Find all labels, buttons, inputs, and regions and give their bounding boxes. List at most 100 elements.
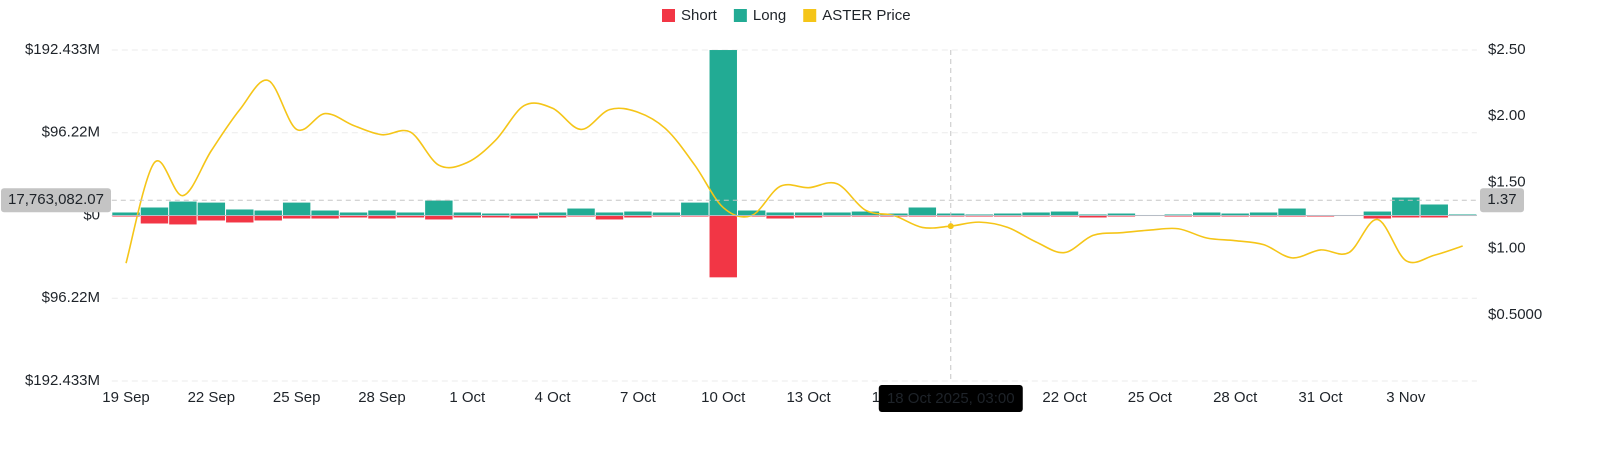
x-tick-label: 28 Sep	[358, 389, 406, 406]
crosshair-x-box	[878, 385, 1023, 412]
bar	[1193, 215, 1221, 217]
y2-tick-label: $0.5000	[1488, 306, 1542, 323]
bar	[1420, 215, 1448, 218]
legend-label: ASTER Price	[822, 7, 910, 24]
bar	[1164, 215, 1193, 217]
bar	[1249, 212, 1278, 216]
x-tick-label: 10 Oct	[701, 389, 746, 406]
bar	[282, 215, 311, 219]
bar	[482, 213, 510, 216]
bar	[425, 200, 453, 216]
y2-tick-label: $2.50	[1488, 41, 1526, 58]
bar	[1392, 197, 1420, 216]
bar	[538, 212, 567, 216]
bar	[169, 201, 197, 216]
bar	[339, 212, 368, 216]
legend-swatch	[803, 9, 817, 22]
bar	[567, 215, 595, 217]
bar	[140, 215, 169, 224]
x-tick-label: 13 Oct	[786, 389, 831, 406]
x-tick-label: 31 Oct	[1298, 389, 1343, 406]
x-tick-label: 1 Oct	[449, 389, 486, 406]
bar	[766, 212, 794, 216]
bar	[226, 209, 254, 216]
bar	[1193, 212, 1221, 216]
bar	[339, 215, 368, 218]
x-tick-label: 25 Oct	[1128, 389, 1173, 406]
bar	[993, 215, 1022, 217]
x-tick-label: 7 Oct	[620, 389, 657, 406]
bar	[908, 215, 937, 217]
bar	[1022, 215, 1050, 217]
bar	[396, 212, 425, 216]
bar	[1392, 215, 1420, 218]
bar	[1249, 215, 1278, 217]
bar	[1164, 214, 1193, 216]
bar	[709, 50, 737, 216]
legend-swatch	[733, 9, 747, 22]
crosshair-y-box	[1, 188, 111, 213]
price-line	[125, 79, 1463, 264]
y2-tick-label: $2.00	[1488, 107, 1526, 124]
y-tick-label: $96.22M	[42, 124, 100, 141]
bar	[1079, 214, 1107, 216]
y-tick-label: $192.433M	[25, 372, 100, 389]
y-tick-label: $192.433M	[25, 41, 100, 58]
bar	[652, 215, 681, 217]
bar	[595, 215, 624, 220]
bar	[1363, 215, 1392, 219]
bar	[482, 215, 510, 218]
x-tick-label: 3 Nov	[1386, 389, 1426, 406]
bar	[1221, 213, 1249, 216]
bar	[510, 215, 538, 219]
bar	[1022, 212, 1050, 216]
bar	[226, 215, 254, 223]
bar	[1107, 215, 1136, 217]
bar	[681, 215, 709, 217]
bar	[368, 215, 396, 219]
legend: Short Long ASTER Price	[662, 7, 911, 24]
bar	[1306, 215, 1335, 217]
x-tick-label: 4 Oct	[535, 389, 572, 406]
bar	[993, 213, 1022, 216]
bar	[1079, 215, 1107, 218]
x-tick-label: 22 Sep	[188, 389, 236, 406]
y-tick-label: $96.22M	[42, 289, 100, 306]
bar	[197, 202, 226, 216]
bar	[311, 215, 339, 219]
bar	[1221, 215, 1249, 217]
bar	[880, 213, 908, 216]
bar	[851, 215, 880, 217]
bar	[1448, 214, 1477, 216]
bar	[425, 215, 453, 220]
bar	[766, 215, 794, 219]
bar	[823, 212, 851, 216]
crosshair-dot	[947, 223, 954, 230]
bar	[709, 215, 737, 278]
legend-label: Short	[681, 7, 718, 24]
bar	[908, 207, 937, 216]
bar	[1278, 215, 1306, 217]
bar	[282, 202, 311, 216]
legend-label: Long	[753, 7, 786, 24]
crosshair-y2-box	[1480, 188, 1524, 213]
bar	[311, 210, 339, 216]
bar	[254, 210, 282, 216]
bar	[254, 215, 282, 221]
bar	[453, 212, 482, 216]
bar	[169, 215, 197, 225]
bar	[851, 211, 880, 216]
bar	[567, 208, 595, 216]
bar	[396, 215, 425, 218]
bar	[595, 212, 624, 216]
bar	[538, 215, 567, 218]
bar	[112, 215, 140, 217]
bar	[1050, 215, 1079, 217]
y2-tick-label: $1.50	[1488, 173, 1526, 190]
bar	[794, 215, 823, 218]
legend-swatch	[662, 9, 675, 22]
bar	[140, 207, 169, 216]
bar	[368, 210, 396, 216]
